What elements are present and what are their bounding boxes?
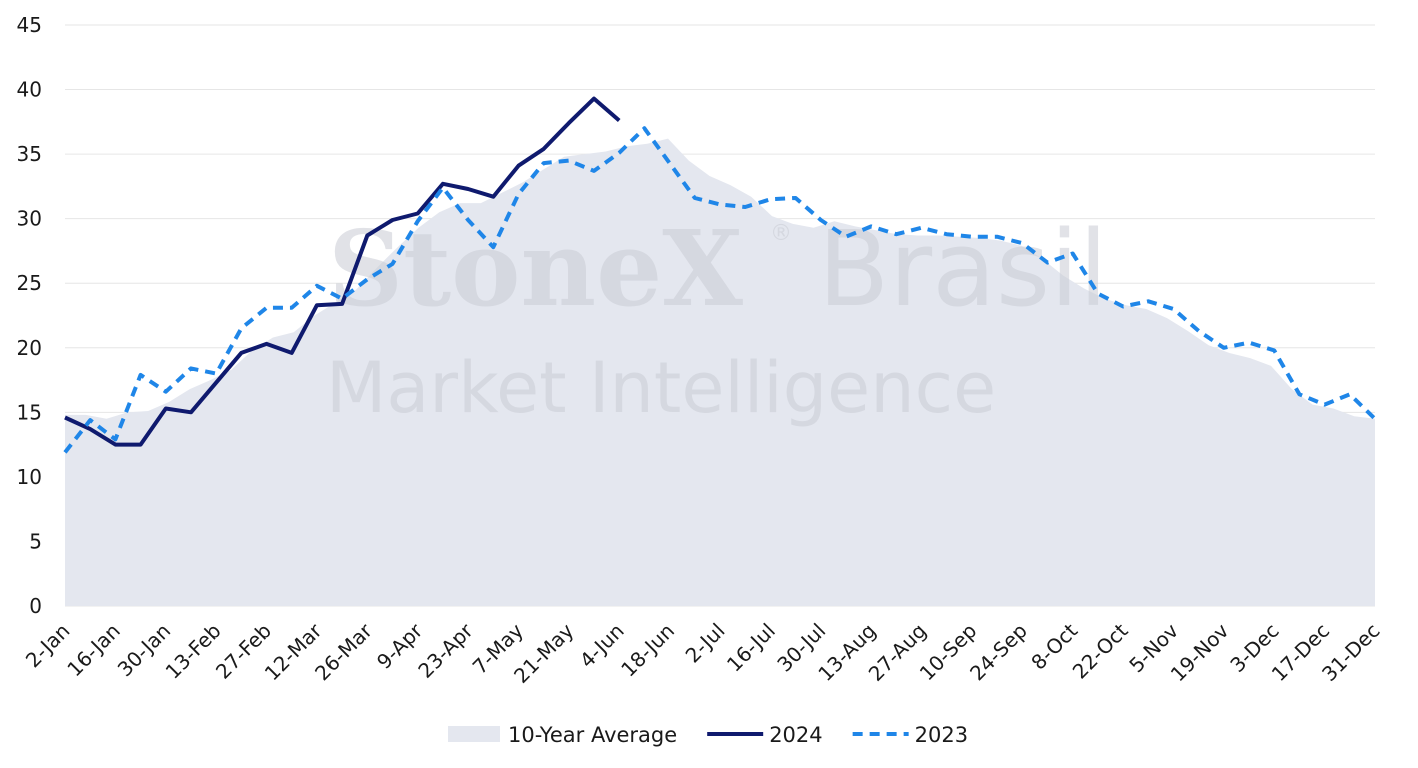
legend-label: 10-Year Average bbox=[508, 723, 677, 747]
y-tick-label: 40 bbox=[17, 78, 42, 102]
x-tick-label: 16-Jan bbox=[62, 619, 125, 682]
x-tick-label: 22-Oct bbox=[1068, 618, 1133, 683]
watermark-subtitle: Market Intelligence bbox=[326, 347, 996, 429]
x-axis: 2-Jan16-Jan30-Jan13-Feb27-Feb12-Mar26-Ma… bbox=[21, 618, 1385, 688]
y-tick-label: 0 bbox=[29, 594, 42, 618]
series-2024-line bbox=[64, 96, 621, 447]
x-tick-label: 23-Apr bbox=[413, 618, 478, 683]
legend-swatch-area bbox=[448, 726, 500, 742]
watermark-country: Brasil bbox=[818, 208, 1108, 330]
y-tick-label: 45 bbox=[17, 13, 42, 37]
y-tick-label: 15 bbox=[17, 400, 42, 424]
legend-label: 2024 bbox=[769, 723, 822, 747]
y-tick-label: 10 bbox=[17, 465, 42, 489]
y-axis: 0 5 10 15 20 25 30 35 40 45 bbox=[17, 13, 42, 618]
legend-label: 2023 bbox=[915, 723, 968, 747]
average-area-layer bbox=[65, 138, 1375, 606]
y-tick-label: 5 bbox=[29, 529, 42, 553]
watermark-registered-mark: ® bbox=[770, 221, 792, 246]
watermark-brand: StoneX bbox=[328, 207, 743, 330]
legend: 10-Year Average 2024 2023 bbox=[448, 723, 968, 747]
x-tick-label: 26-Mar bbox=[310, 618, 377, 685]
series-10-year-average-area bbox=[65, 138, 1375, 606]
x-tick-label: 24-Sep bbox=[965, 619, 1032, 686]
x-tick-label: 18-Jun bbox=[616, 619, 679, 682]
x-tick-label: 16-Jul bbox=[722, 619, 780, 677]
y-tick-label: 35 bbox=[17, 142, 42, 166]
series-lines-layer bbox=[63, 96, 1377, 454]
y-tick-label: 25 bbox=[17, 271, 42, 295]
x-tick-label: 13-Feb bbox=[161, 619, 226, 684]
stonex-watermark: StoneX ® Brasil Market Intelligence bbox=[326, 207, 1108, 429]
y-tick-label: 20 bbox=[17, 336, 42, 360]
y-tick-label: 30 bbox=[17, 207, 42, 231]
